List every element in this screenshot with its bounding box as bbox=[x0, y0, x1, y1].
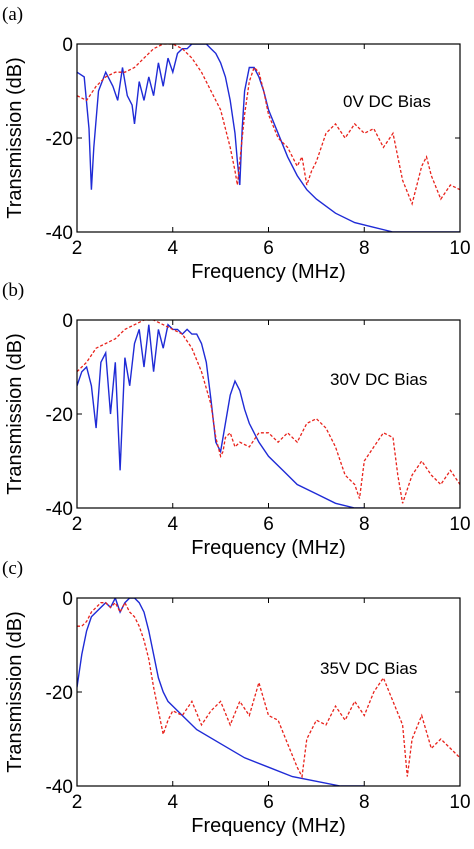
x-tick-label: 2 bbox=[72, 514, 83, 535]
panel-label: (c) bbox=[2, 558, 23, 579]
chart-panel-3: 2 4 6 8 10 0 -20 -40 Frequency (MHz) Transmission… bbox=[2, 558, 471, 837]
x-tick-label: 4 bbox=[167, 514, 178, 535]
series-line-dashed bbox=[77, 601, 460, 779]
y-tick-label: -20 bbox=[46, 129, 73, 150]
x-tick-label: 2 bbox=[72, 792, 83, 813]
plot-frame bbox=[76, 43, 461, 233]
y-tick-label: -40 bbox=[46, 499, 73, 520]
panel-label: (a) bbox=[2, 4, 23, 25]
y-tick-label: 0 bbox=[62, 311, 73, 332]
series-line-dashed bbox=[77, 320, 460, 504]
x-tick-label: 8 bbox=[359, 514, 370, 535]
x-tick-label: 8 bbox=[359, 238, 370, 259]
x-axis-label: Frequency (MHz) bbox=[191, 537, 345, 559]
x-tick-label: 4 bbox=[167, 792, 178, 813]
bias-annotation: 35V DC Bias bbox=[320, 659, 417, 678]
x-tick-label: 6 bbox=[263, 514, 274, 535]
x-tick-label: 2 bbox=[72, 238, 83, 259]
panel-label: (b) bbox=[2, 280, 24, 301]
x-axis-label: Frequency (MHz) bbox=[191, 815, 345, 837]
y-axis-label: Transmission (dB) bbox=[4, 333, 26, 495]
x-tick-label: 10 bbox=[449, 514, 470, 535]
y-axis-label: Transmission (dB) bbox=[4, 611, 26, 773]
bias-annotation: 0V DC Bias bbox=[343, 92, 431, 111]
bias-annotation: 30V DC Bias bbox=[330, 370, 427, 389]
x-tick-label: 4 bbox=[167, 238, 178, 259]
series-line-solid bbox=[77, 44, 460, 232]
x-axis-label: Frequency (MHz) bbox=[191, 261, 345, 283]
x-tick-label: 10 bbox=[449, 792, 470, 813]
chart-panel-1: 2 4 6 8 10 0 -20 -40 Frequency (MHz) Transmission… bbox=[2, 4, 471, 283]
x-tick-label: 6 bbox=[263, 238, 274, 259]
y-tick-label: -20 bbox=[46, 683, 73, 704]
y-tick-label: -40 bbox=[46, 777, 73, 798]
series-line-solid bbox=[77, 323, 365, 508]
y-tick-label: 0 bbox=[62, 589, 73, 610]
y-tick-label: -40 bbox=[46, 223, 73, 244]
y-tick-label: -20 bbox=[46, 405, 73, 426]
plot-frame bbox=[76, 597, 461, 787]
y-tick-label: 0 bbox=[62, 35, 73, 56]
series-line-dashed bbox=[77, 44, 460, 206]
x-tick-label: 6 bbox=[263, 792, 274, 813]
x-tick-label: 10 bbox=[449, 238, 470, 259]
chart-panel-2: 2 4 6 8 10 0 -20 -40 Frequency (MHz) Transmission… bbox=[2, 280, 471, 559]
y-axis-label: Transmission (dB) bbox=[4, 57, 26, 219]
series-line-solid bbox=[77, 598, 365, 786]
x-tick-label: 8 bbox=[359, 792, 370, 813]
